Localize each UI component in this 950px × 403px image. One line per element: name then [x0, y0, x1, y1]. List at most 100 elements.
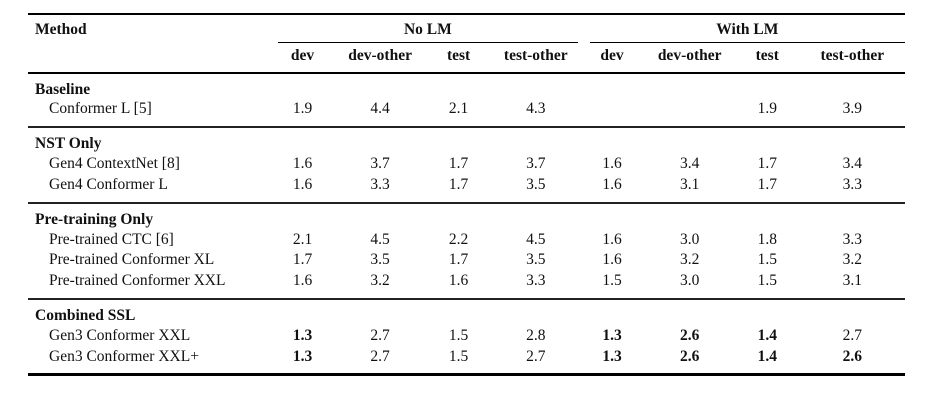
value-cell: 1.9 [757, 100, 777, 118]
value-cell: 3.5 [526, 251, 546, 269]
section-title: Pre-training Only [28, 201, 905, 230]
section-header-row: Baseline [28, 73, 905, 100]
col-header-nolm-test-other: test-other [491, 42, 580, 74]
col-group-with-lm-label: With LM [589, 21, 905, 43]
table-row: Gen4 Conformer L 1.6 3.3 1.7 3.5 1.6 3.1 1.7 3.3 [28, 175, 905, 203]
value-cell: 1.5 [448, 326, 469, 344]
value-cell: 2.1 [448, 100, 469, 118]
method-cell: Gen4 Conformer L [49, 175, 168, 193]
value-cell: 2.2 [448, 230, 469, 248]
method-cell: Gen3 Conformer XXL [49, 326, 191, 344]
value-cell: 2.7 [842, 326, 863, 344]
value-cell: 1.7 [757, 175, 777, 193]
value-cell: 2.6 [842, 347, 863, 365]
value-cell: 1.6 [292, 175, 313, 193]
col-header-lm-dev-other: dev-other [644, 42, 735, 74]
value-cell: 1.6 [602, 251, 622, 269]
value-cell [580, 99, 645, 127]
value-cell: 1.5 [602, 272, 622, 290]
value-cell: 1.4 [757, 347, 777, 365]
col-header-lm-test-other: test-other [799, 42, 905, 74]
method-cell: Gen3 Conformer XXL+ [49, 347, 199, 365]
value-cell: 1.6 [292, 155, 313, 173]
col-header-nolm-test: test [425, 42, 492, 74]
value-cell: 1.8 [757, 230, 777, 248]
section-title: Baseline [35, 80, 91, 98]
value-cell: 2.7 [370, 326, 390, 344]
value-cell: 2.8 [526, 326, 546, 344]
col-group-no-lm: No LM [270, 14, 580, 43]
method-cell: Pre-trained Conformer XL [49, 251, 215, 269]
value-cell: 4.5 [370, 230, 390, 248]
value-cell: 3.4 [842, 155, 863, 173]
value-cell: 1.7 [292, 251, 313, 269]
value-cell: 1.6 [602, 155, 622, 173]
table-row: Gen4 ContextNet [8] 1.6 3.7 1.7 3.7 1.6 3.4 1.7… [28, 154, 905, 175]
value-cell: 3.4 [679, 155, 700, 173]
value-cell: 1.7 [757, 155, 777, 173]
col-header-nolm-dev: dev [270, 42, 335, 74]
value-cell: 3.1 [842, 272, 863, 290]
value-cell: 3.7 [370, 155, 390, 173]
value-cell: 1.5 [448, 347, 469, 365]
value-cell: 1.6 [448, 272, 469, 290]
results-table: Method No LM With LM dev dev-other test … [28, 13, 905, 377]
col-header-nolm-dev-other: dev-other [334, 42, 426, 74]
section-header-row: Combined SSL [28, 297, 905, 326]
col-header-lm-test: test [734, 42, 800, 74]
value-cell: 3.2 [842, 251, 863, 269]
value-cell: 1.6 [602, 230, 622, 248]
section-title: NST Only [28, 126, 905, 155]
value-cell: 3.5 [526, 175, 546, 193]
section-header-row: Pre-training Only [28, 201, 905, 230]
sub-header-row: dev dev-other test test-other dev dev-ot… [28, 42, 905, 74]
value-cell: 1.3 [602, 326, 622, 344]
value-cell: 1.6 [292, 272, 313, 290]
method-cell: Pre-trained Conformer XXL [49, 272, 226, 290]
value-cell: 4.5 [526, 230, 546, 248]
value-cell: 4.4 [370, 100, 390, 118]
group-header-row: Method No LM With LM [28, 14, 905, 74]
table-row: Pre-trained Conformer XXL 1.6 3.2 1.6 3.3 1.5… [28, 271, 905, 299]
value-cell: 1.6 [602, 175, 622, 193]
value-cell: 1.7 [448, 251, 469, 269]
table-row: Gen3 Conformer XXL+ 1.3 2.7 1.5 2.7 1.3 2.6 1.4… [28, 347, 905, 375]
value-cell: 1.3 [292, 347, 313, 365]
value-cell: 3.2 [370, 272, 390, 290]
value-cell: 1.5 [757, 272, 777, 290]
value-cell: 3.0 [679, 272, 700, 290]
col-header-lm-dev: dev [579, 42, 645, 74]
section-header-row: NST Only [28, 126, 905, 155]
col-group-no-lm-label: No LM [278, 21, 578, 43]
value-cell: 2.6 [679, 326, 700, 344]
value-cell: 2.7 [526, 347, 546, 365]
method-cell: Conformer L [5] [49, 100, 152, 118]
value-cell: 1.7 [448, 155, 469, 173]
value-cell: 1.4 [757, 326, 777, 344]
value-cell: 1.9 [292, 100, 313, 118]
value-cell: 3.3 [842, 230, 863, 248]
value-cell: 3.3 [842, 175, 863, 193]
value-cell: 2.1 [292, 230, 313, 248]
value-cell: 1.3 [292, 326, 313, 344]
value-cell [645, 99, 735, 127]
table-row: Pre-trained CTC [6] 2.1 4.5 2.2 4.5 1.6 3.0 1.8… [28, 230, 905, 251]
value-cell: 4.3 [526, 100, 546, 118]
value-cell: 3.3 [370, 175, 390, 193]
value-cell: 2.7 [370, 347, 390, 365]
value-cell: 1.7 [448, 175, 469, 193]
value-cell: 3.7 [526, 155, 546, 173]
table-header: Method No LM With LM dev dev-other test … [28, 14, 905, 74]
section-title: Combined SSL [28, 297, 905, 326]
col-header-method: Method [28, 14, 271, 74]
method-cell: Pre-trained CTC [6] [49, 230, 174, 248]
value-cell: 2.6 [679, 347, 700, 365]
col-group-with-lm: With LM [580, 14, 905, 43]
table-row: Gen3 Conformer XXL 1.3 2.7 1.5 2.8 1.3 2.6 1.4 2… [28, 326, 905, 347]
page: Method No LM With LM dev dev-other test … [28, 13, 905, 377]
value-cell: 3.5 [370, 251, 390, 269]
value-cell: 3.0 [679, 230, 700, 248]
value-cell: 3.9 [842, 100, 863, 118]
value-cell: 3.3 [526, 272, 546, 290]
table-row: Conformer L [5] 1.9 4.4 2.1 4.3 1.9 3.9 [28, 99, 905, 127]
